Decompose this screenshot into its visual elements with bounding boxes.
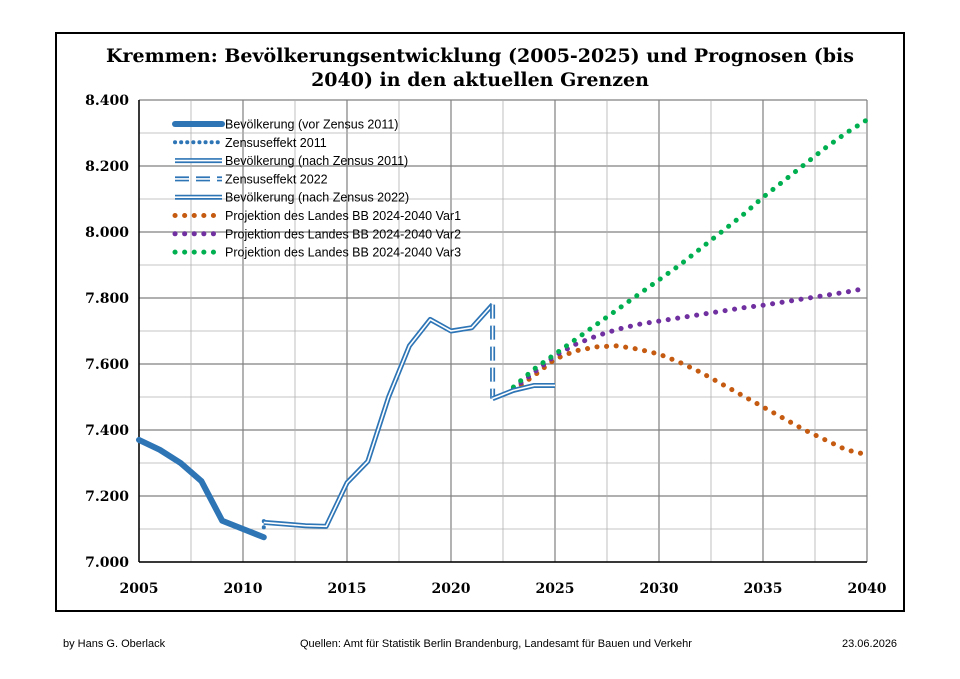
chart-title-line: Kremmen: Bevölkerungsentwicklung (2005-2…	[106, 45, 854, 67]
legend-label: Bevölkerung (vor Zensus 2011)	[225, 118, 398, 132]
x-tick-label: 2025	[536, 581, 575, 597]
chart-title-line: 2040) in den aktuellen Grenzen	[311, 69, 649, 91]
footer-sources: Quellen: Amt für Statistik Berlin Brande…	[300, 638, 692, 650]
legend-label: Projektion des Landes BB 2024-2040 Var2	[225, 227, 461, 241]
x-tick-label: 2020	[432, 581, 471, 597]
x-tick-label: 2030	[640, 581, 679, 597]
y-tick-label: 7.400	[85, 423, 129, 439]
y-tick-label: 7.200	[85, 489, 129, 505]
x-tick-label: 2015	[328, 581, 367, 597]
x-tick-label: 2040	[848, 581, 887, 597]
series-line-5-inner	[492, 384, 555, 400]
legend-label: Projektion des Landes BB 2024-2040 Var3	[225, 246, 461, 260]
legend-label: Zensuseffekt 2011	[225, 136, 327, 150]
x-tick-label: 2005	[120, 581, 159, 597]
y-tick-label: 7.800	[85, 291, 129, 307]
series-line-8	[510, 117, 870, 390]
y-tick-label: 8.000	[85, 225, 129, 241]
series-line-7	[510, 285, 870, 392]
footer-date: 23.06.2026	[842, 638, 898, 650]
x-tick-label: 2010	[224, 581, 263, 597]
x-tick-label: 2035	[744, 581, 783, 597]
legend-label: Projektion des Landes BB 2024-2040 Var1	[225, 209, 461, 223]
y-tick-label: 8.400	[85, 93, 129, 109]
y-tick-label: 7.000	[85, 555, 129, 571]
y-tick-label: 8.200	[85, 159, 129, 175]
footer-author: by Hans G. Oberlack	[63, 638, 166, 650]
series-line-3-inner	[263, 304, 494, 528]
population-chart: Kremmen: Bevölkerungsentwicklung (2005-2…	[85, 45, 887, 597]
chart-frame: Kremmen: Bevölkerungsentwicklung (2005-2…	[55, 32, 905, 612]
legend-label: Zensuseffekt 2022	[225, 172, 328, 186]
series-line-3	[263, 302, 495, 529]
series-line-6	[510, 343, 870, 458]
legend-label: Bevölkerung (nach Zensus 2011)	[225, 154, 408, 168]
legend-label: Bevölkerung (nach Zensus 2022)	[225, 191, 409, 205]
series-line-1	[136, 436, 267, 541]
y-tick-label: 7.600	[85, 357, 129, 373]
